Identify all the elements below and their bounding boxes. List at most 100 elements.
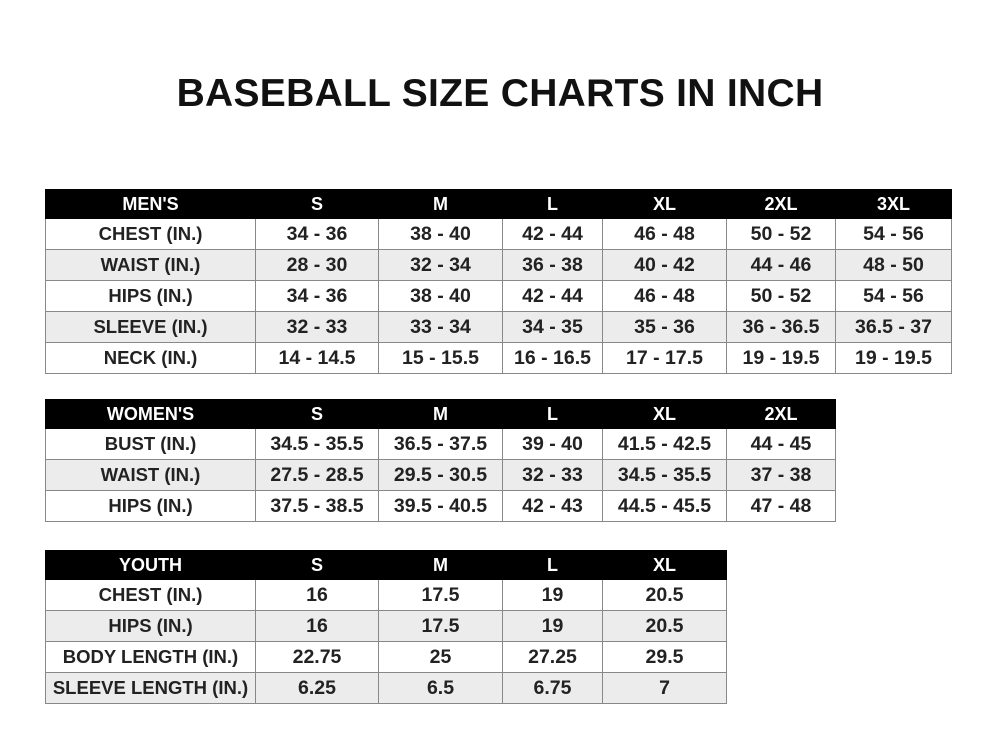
measurement-cell: 16 xyxy=(255,610,379,642)
size-header: L xyxy=(502,399,603,429)
measurement-cell: 7 xyxy=(602,672,727,704)
measurement-cell: 34 - 36 xyxy=(255,218,379,250)
table-row: SLEEVE (IN.) 32 - 33 33 - 34 34 - 35 35 - 36… xyxy=(45,311,952,343)
measurement-cell: 50 - 52 xyxy=(726,218,836,250)
table-row: CHEST (IN.) 16 17.5 19 20.5 xyxy=(45,579,727,611)
table-row: CHEST (IN.) 34 - 36 38 - 40 42 - 44 46 - 48 5… xyxy=(45,218,952,250)
size-header: XL xyxy=(602,189,727,219)
measurement-label: BUST (IN.) xyxy=(45,428,256,460)
size-header: L xyxy=(502,550,603,580)
measurement-cell: 19 xyxy=(502,610,603,642)
size-header: S xyxy=(255,399,379,429)
measurement-cell: 33 - 34 xyxy=(378,311,503,343)
measurement-cell: 36 - 36.5 xyxy=(726,311,836,343)
measurement-cell: 17.5 xyxy=(378,579,503,611)
measurement-cell: 39 - 40 xyxy=(502,428,603,460)
size-header: M xyxy=(378,399,503,429)
measurement-cell: 6.75 xyxy=(502,672,603,704)
table-header-row: YOUTH S M L XL xyxy=(45,550,727,580)
measurement-cell: 20.5 xyxy=(602,610,727,642)
measurement-cell: 19 - 19.5 xyxy=(835,342,952,374)
measurement-label: SLEEVE (IN.) xyxy=(45,311,256,343)
table-row: SLEEVE LENGTH (IN.) 6.25 6.5 6.75 7 xyxy=(45,672,727,704)
table-row: HIPS (IN.) 16 17.5 19 20.5 xyxy=(45,610,727,642)
category-header: WOMEN'S xyxy=(45,399,256,429)
table-row: NECK (IN.) 14 - 14.5 15 - 15.5 16 - 16.5 17 … xyxy=(45,342,952,374)
measurement-cell: 42 - 43 xyxy=(502,490,603,522)
measurement-label: NECK (IN.) xyxy=(45,342,256,374)
measurement-label: WAIST (IN.) xyxy=(45,459,256,491)
measurement-label: WAIST (IN.) xyxy=(45,249,256,281)
size-header: XL xyxy=(602,399,727,429)
measurement-cell: 34 - 35 xyxy=(502,311,603,343)
measurement-cell: 17.5 xyxy=(378,610,503,642)
measurement-cell: 15 - 15.5 xyxy=(378,342,503,374)
measurement-cell: 32 - 33 xyxy=(255,311,379,343)
measurement-cell: 14 - 14.5 xyxy=(255,342,379,374)
size-header: S xyxy=(255,550,379,580)
size-header: 2XL xyxy=(726,399,836,429)
measurement-cell: 38 - 40 xyxy=(378,218,503,250)
measurement-cell: 32 - 33 xyxy=(502,459,603,491)
measurement-cell: 32 - 34 xyxy=(378,249,503,281)
measurement-cell: 46 - 48 xyxy=(602,280,727,312)
measurement-cell: 6.25 xyxy=(255,672,379,704)
measurement-cell: 44 - 46 xyxy=(726,249,836,281)
measurement-cell: 19 xyxy=(502,579,603,611)
measurement-cell: 42 - 44 xyxy=(502,218,603,250)
table-row: HIPS (IN.) 34 - 36 38 - 40 42 - 44 46 - 48 50… xyxy=(45,280,952,312)
measurement-cell: 39.5 - 40.5 xyxy=(378,490,503,522)
measurement-cell: 16 - 16.5 xyxy=(502,342,603,374)
measurement-label: BODY LENGTH (IN.) xyxy=(45,641,256,673)
table-header-row: MEN'S S M L XL 2XL 3XL xyxy=(45,189,952,219)
measurement-label: HIPS (IN.) xyxy=(45,610,256,642)
measurement-cell: 50 - 52 xyxy=(726,280,836,312)
measurement-cell: 34 - 36 xyxy=(255,280,379,312)
measurement-label: HIPS (IN.) xyxy=(45,490,256,522)
size-header: L xyxy=(502,189,603,219)
measurement-cell: 37 - 38 xyxy=(726,459,836,491)
size-header: M xyxy=(378,550,503,580)
measurement-cell: 22.75 xyxy=(255,641,379,673)
measurement-label: SLEEVE LENGTH (IN.) xyxy=(45,672,256,704)
measurement-cell: 29.5 xyxy=(602,641,727,673)
measurement-cell: 40 - 42 xyxy=(602,249,727,281)
measurement-cell: 28 - 30 xyxy=(255,249,379,281)
page-title: BASEBALL SIZE CHARTS IN INCH xyxy=(176,72,824,115)
measurement-cell: 27.25 xyxy=(502,641,603,673)
table-row: BODY LENGTH (IN.) 22.75 25 27.25 29.5 xyxy=(45,641,727,673)
measurement-cell: 36.5 - 37.5 xyxy=(378,428,503,460)
measurement-cell: 42 - 44 xyxy=(502,280,603,312)
table-row: BUST (IN.) 34.5 - 35.5 36.5 - 37.5 39 - 40 4… xyxy=(45,428,836,460)
category-header: MEN'S xyxy=(45,189,256,219)
measurement-cell: 38 - 40 xyxy=(378,280,503,312)
youth-size-table: YOUTH S M L XL CHEST (IN.) 16 17.5 19 20.5 HIPS (I… xyxy=(45,550,727,704)
size-header: 2XL xyxy=(726,189,836,219)
category-header: YOUTH xyxy=(45,550,256,580)
measurement-cell: 35 - 36 xyxy=(602,311,727,343)
measurement-cell: 47 - 48 xyxy=(726,490,836,522)
size-header: M xyxy=(378,189,503,219)
measurement-cell: 34.5 - 35.5 xyxy=(602,459,727,491)
measurement-cell: 27.5 - 28.5 xyxy=(255,459,379,491)
size-header: XL xyxy=(602,550,727,580)
measurement-cell: 44.5 - 45.5 xyxy=(602,490,727,522)
mens-size-table: MEN'S S M L XL 2XL 3XL CHEST (IN.) 34 - 36 38 - 4… xyxy=(45,189,952,374)
measurement-cell: 17 - 17.5 xyxy=(602,342,727,374)
measurement-cell: 36.5 - 37 xyxy=(835,311,952,343)
measurement-cell: 20.5 xyxy=(602,579,727,611)
table-row: HIPS (IN.) 37.5 - 38.5 39.5 - 40.5 42 - 43 4… xyxy=(45,490,836,522)
measurement-cell: 41.5 - 42.5 xyxy=(602,428,727,460)
size-header: S xyxy=(255,189,379,219)
measurement-label: HIPS (IN.) xyxy=(45,280,256,312)
measurement-cell: 34.5 - 35.5 xyxy=(255,428,379,460)
womens-size-table: WOMEN'S S M L XL 2XL BUST (IN.) 34.5 - 35.5 36.5… xyxy=(45,399,836,522)
table-row: WAIST (IN.) 27.5 - 28.5 29.5 - 30.5 32 - 33… xyxy=(45,459,836,491)
size-header: 3XL xyxy=(835,189,952,219)
measurement-cell: 37.5 - 38.5 xyxy=(255,490,379,522)
measurement-label: CHEST (IN.) xyxy=(45,218,256,250)
measurement-cell: 54 - 56 xyxy=(835,218,952,250)
measurement-cell: 48 - 50 xyxy=(835,249,952,281)
measurement-cell: 29.5 - 30.5 xyxy=(378,459,503,491)
measurement-cell: 46 - 48 xyxy=(602,218,727,250)
